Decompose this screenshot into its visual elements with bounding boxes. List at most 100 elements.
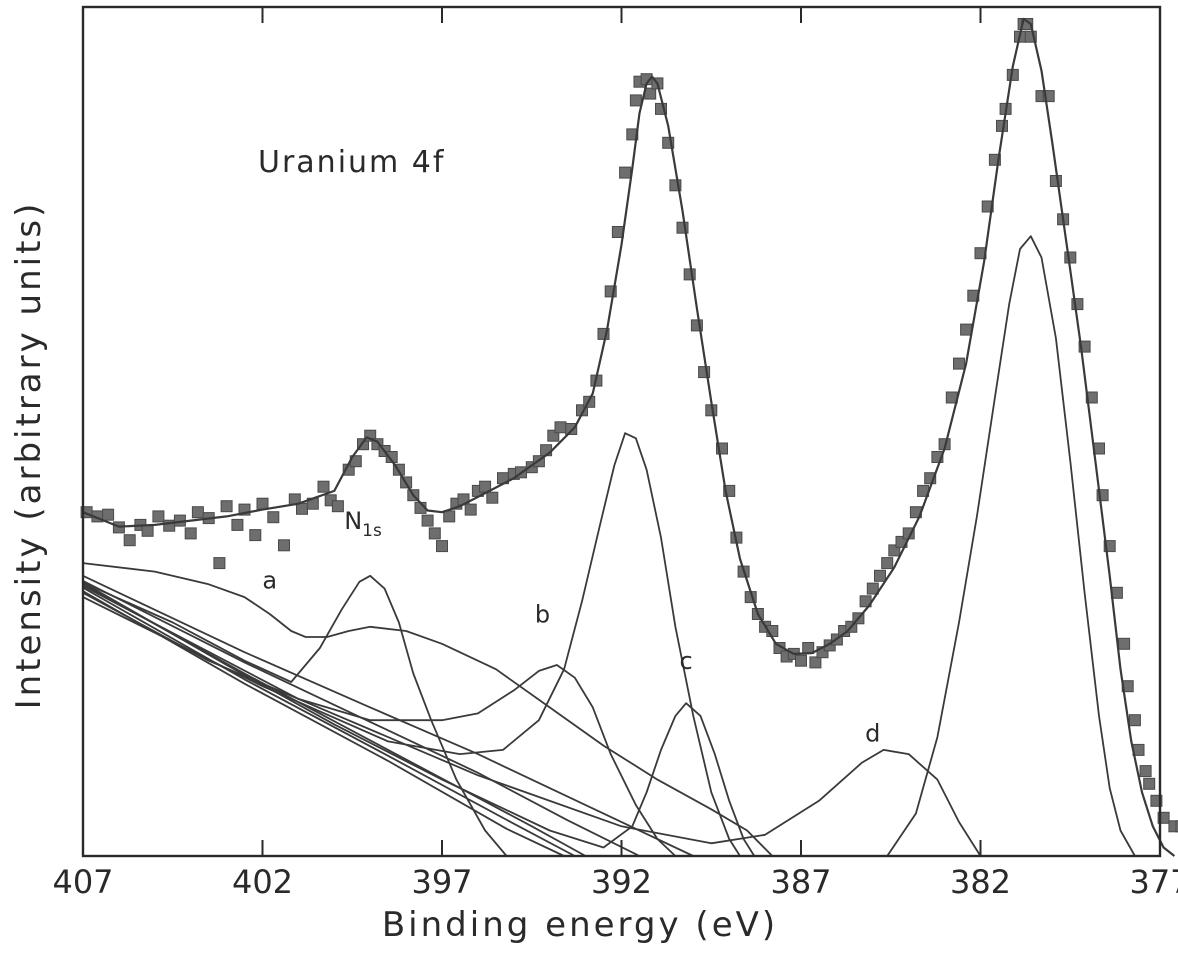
data-point <box>698 366 711 379</box>
data-point <box>436 540 448 553</box>
background-line <box>82 590 565 857</box>
data-point <box>443 510 456 523</box>
data-point <box>428 527 441 540</box>
x-tick-label: 392 <box>591 863 652 901</box>
data-point <box>1139 765 1152 778</box>
component-peak-line <box>82 574 508 857</box>
data-point <box>421 514 434 527</box>
data-point <box>795 654 807 667</box>
data-point <box>988 153 1001 166</box>
data-point <box>152 510 165 523</box>
data-point <box>716 442 728 455</box>
data-point <box>486 491 499 504</box>
component-peak-line <box>82 562 773 857</box>
data-points <box>80 18 1178 833</box>
data-point <box>1150 794 1163 807</box>
data-point <box>231 518 244 531</box>
data-point <box>866 582 879 595</box>
data-point <box>1024 30 1037 43</box>
data-point <box>123 534 136 547</box>
data-point <box>364 429 377 442</box>
background-line <box>82 574 694 857</box>
x-tick-label: 387 <box>770 863 831 901</box>
data-point <box>1128 714 1141 727</box>
background-line <box>82 586 576 857</box>
data-point <box>141 524 154 537</box>
data-point <box>547 429 560 442</box>
data-point <box>249 529 262 542</box>
x-tick-label: 377 <box>1129 863 1178 901</box>
x-tick-label: 397 <box>411 863 472 901</box>
component-peak-line <box>82 592 677 857</box>
data-point <box>191 506 204 519</box>
data-point <box>662 136 675 149</box>
data-point <box>924 472 937 485</box>
peak-label: N1s <box>344 507 382 541</box>
data-point <box>931 451 944 463</box>
data-point <box>464 503 477 516</box>
data-point <box>1143 777 1156 790</box>
data-point <box>213 557 226 570</box>
data-point <box>655 102 667 115</box>
data-point <box>676 221 689 234</box>
peak-label: d <box>865 719 880 747</box>
data-point <box>619 166 632 179</box>
data-point <box>683 268 696 281</box>
fit-envelope-line <box>82 17 1176 857</box>
annotation-uranium-4f: Uranium 4f <box>258 145 445 180</box>
y-axis-title: Intensity (arbitrary units) <box>9 201 49 710</box>
data-point <box>296 502 308 515</box>
data-point <box>881 557 894 570</box>
data-point <box>644 87 657 100</box>
data-point <box>220 500 233 513</box>
x-axis-ticks <box>82 7 1161 856</box>
component-peak-line <box>886 235 1136 857</box>
x-tick-label: 402 <box>232 863 293 901</box>
data-point <box>690 319 703 332</box>
data-point <box>953 357 965 370</box>
peak-label: c <box>680 647 693 675</box>
component-peak-line <box>82 432 741 857</box>
data-point <box>1096 489 1109 502</box>
data-point <box>554 421 567 434</box>
x-axis-title: Binding energy (eV) <box>382 905 778 945</box>
data-point <box>604 285 617 298</box>
peak-label: b <box>535 601 550 629</box>
data-point <box>597 327 610 340</box>
data-point <box>256 497 269 510</box>
data-point <box>278 539 290 552</box>
data-point <box>1042 90 1055 103</box>
data-point <box>184 527 197 540</box>
tick-labels: 407 402 397 392 387 382 377 <box>52 863 1178 901</box>
data-point <box>331 500 344 513</box>
component-peak-line <box>82 581 756 857</box>
data-point <box>888 544 901 557</box>
data-point <box>238 503 251 516</box>
x-tick-label: 382 <box>950 863 1011 901</box>
data-point <box>629 94 642 107</box>
data-point <box>371 438 384 451</box>
data-point <box>267 511 280 524</box>
data-point <box>1078 340 1091 353</box>
data-point <box>669 179 682 192</box>
plot-frame <box>81 5 1162 858</box>
peak-label: a <box>262 567 277 595</box>
data-point <box>981 200 994 213</box>
data-point <box>1064 251 1077 264</box>
data-point <box>102 508 115 521</box>
data-point <box>1103 540 1116 553</box>
data-point <box>723 484 736 497</box>
data-point <box>1071 298 1084 311</box>
x-tick-label: 407 <box>52 863 113 901</box>
data-point <box>960 323 973 336</box>
data-point <box>1168 820 1178 833</box>
data-point <box>874 569 886 582</box>
data-point <box>1175 820 1178 833</box>
data-point <box>809 656 822 669</box>
data-point <box>1157 811 1170 824</box>
component-peak-line <box>82 585 982 857</box>
data-point <box>565 423 578 435</box>
plot-area: N1s a b c d <box>80 17 1178 857</box>
data-point <box>1118 637 1131 650</box>
